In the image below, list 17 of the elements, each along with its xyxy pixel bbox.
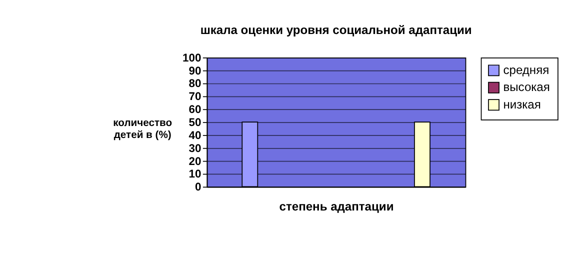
y-tick-label: 80: [188, 78, 202, 90]
y-tick-label: 20: [188, 156, 202, 168]
legend-label: средняя: [503, 62, 550, 77]
y-tick-label: 70: [188, 91, 202, 104]
y-tick-label: 60: [188, 104, 202, 116]
legend-label: низкая: [503, 97, 541, 112]
y-tick-label: 100: [182, 52, 202, 64]
y-axis-title: количество детей в (%): [113, 118, 172, 142]
y-tick-label: 10: [188, 168, 202, 181]
chart-title: шкала оценки уровня социальной адаптации: [200, 23, 472, 38]
y-tick-label: 90: [188, 65, 202, 78]
legend-label: высокая: [503, 80, 550, 94]
y-tick-label: 50: [188, 116, 202, 129]
y-tick-label: 30: [188, 142, 202, 155]
x-axis-title: степень адаптации: [279, 199, 394, 214]
y-tick-label: 40: [188, 130, 202, 142]
y-tick-label: 0: [194, 182, 202, 194]
